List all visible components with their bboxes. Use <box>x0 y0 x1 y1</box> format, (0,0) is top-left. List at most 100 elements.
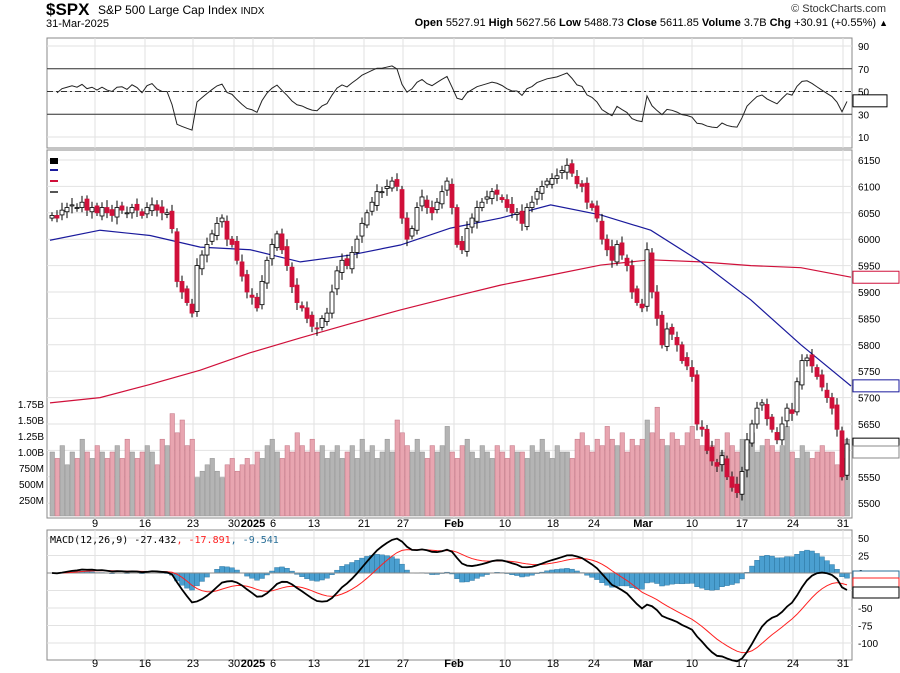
macd-legend: MACD(12,26,9) -27.432, -17.891, -9.541 <box>50 535 279 546</box>
volume-bar <box>334 445 340 517</box>
price-tick-label: 6100 <box>858 182 881 193</box>
candle-body <box>194 265 200 312</box>
x-tick-label: 17 <box>736 518 748 530</box>
candle-body <box>549 178 555 185</box>
volume-bar <box>449 451 455 517</box>
volume-bar <box>129 451 135 517</box>
copyright: © StockCharts.com <box>791 3 886 15</box>
candle-body <box>564 164 570 173</box>
macd-histogram-bar <box>664 572 670 586</box>
candle-body <box>444 180 450 191</box>
candle-body <box>154 204 160 211</box>
macd-histogram-bar <box>249 572 255 579</box>
volume-bar <box>179 419 185 517</box>
candle-body <box>374 191 380 206</box>
volume-bar <box>379 451 385 517</box>
volume-bar <box>499 451 505 517</box>
candle-body <box>634 288 640 303</box>
candle-body <box>469 217 475 228</box>
macd-histogram-bar <box>709 572 715 591</box>
volume-tick-label: 250M <box>19 496 44 507</box>
macd-histogram-bar <box>259 572 265 579</box>
x-tick-label: 16 <box>139 658 151 670</box>
macd-histogram-bar <box>759 555 765 574</box>
candle-body <box>109 209 115 216</box>
candle-body <box>259 281 265 306</box>
x-tick-label: 13 <box>308 518 320 530</box>
volume-bar <box>394 419 400 517</box>
x-tick-label: 2025 <box>241 658 265 670</box>
candle-body <box>819 374 825 388</box>
macd-histogram-bar <box>589 572 595 578</box>
high-value: 5627.56 <box>516 17 556 29</box>
volume-bar <box>269 438 275 517</box>
macd-histogram-bar <box>654 572 660 584</box>
x-tick-label: 24 <box>588 518 600 530</box>
macd-histogram-bar <box>694 572 700 587</box>
volume-bar <box>794 458 800 517</box>
macd-histogram-bar <box>564 568 570 574</box>
candle-body <box>494 189 500 195</box>
x-tick-label: 23 <box>187 658 199 670</box>
volume-bar <box>639 438 645 517</box>
candle-body <box>219 217 225 223</box>
macd-histogram-bar <box>389 556 395 574</box>
macd-histogram-bar <box>809 550 815 574</box>
macd-histogram-bar <box>799 551 805 574</box>
candle-body <box>379 191 385 194</box>
macd-histogram-bar <box>784 556 790 574</box>
macd-histogram-bar <box>559 568 565 574</box>
candle-body <box>579 183 585 187</box>
candle-body <box>419 196 425 207</box>
volume-bar <box>579 432 585 517</box>
price-tick-label: 5700 <box>858 394 881 405</box>
candle-body <box>769 416 775 430</box>
candle-body <box>414 207 420 231</box>
macd-line <box>51 537 848 663</box>
ma50-line <box>49 204 852 387</box>
macd-histogram-bar <box>824 560 830 574</box>
volume-bar <box>534 451 540 517</box>
volume-bar <box>584 445 590 517</box>
candle-body <box>724 458 730 478</box>
macd-histogram-bar <box>399 563 405 574</box>
x-tick-label: Mar <box>633 658 653 670</box>
high-label: High <box>488 17 514 29</box>
volume-bar <box>354 458 360 517</box>
macd-histogram-bar <box>474 572 480 579</box>
exchange: INDX <box>240 6 265 17</box>
volume-bar <box>539 438 545 517</box>
x-tick-label: 9 <box>92 658 98 670</box>
candle-body <box>669 326 675 335</box>
volume-bar <box>834 464 840 517</box>
index-name: S&P 500 Large Cap Index INDX <box>98 3 264 17</box>
candle-body <box>759 402 765 406</box>
volume-bar <box>554 445 560 517</box>
macd-histogram-bar <box>199 572 205 582</box>
rsi-tick-label: 90 <box>858 42 870 53</box>
macd-histogram-bar <box>309 572 315 581</box>
rsi-tick-label: 30 <box>858 110 870 121</box>
volume-bar <box>759 445 765 517</box>
candle-body <box>324 312 330 322</box>
x-tick-label: 10 <box>499 658 511 670</box>
candle-body <box>799 360 805 386</box>
candle-body <box>74 207 80 209</box>
candle-body <box>289 266 295 288</box>
macd-histogram-bar <box>674 572 680 584</box>
volume-bar <box>144 445 150 517</box>
candle-body <box>619 242 625 256</box>
volume-bar <box>594 438 600 517</box>
x-tick-label: 31 <box>837 658 849 670</box>
candle-body <box>214 222 220 236</box>
candle-body <box>829 397 835 409</box>
up-arrow-icon: ▲ <box>879 18 888 28</box>
volume-bar <box>79 438 85 517</box>
candle-body <box>699 426 705 430</box>
candle-body <box>319 317 325 328</box>
macd-histogram-bar <box>454 572 460 579</box>
candle-body <box>249 294 255 298</box>
volume-bar <box>294 432 300 517</box>
candle-body <box>244 274 250 293</box>
